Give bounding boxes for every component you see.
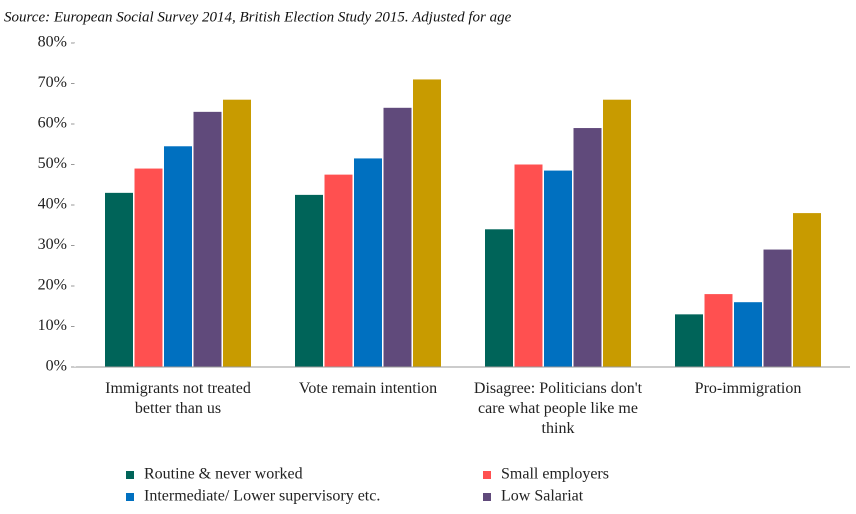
legend-label: Routine & never worked [144, 466, 303, 483]
x-tick-label: Vote remain intention [298, 380, 438, 397]
x-tick-label: Disagree: Politicians don't care what pe… [473, 380, 643, 437]
bar [193, 111, 222, 367]
chart-subtitle: Source: European Social Survey 2014, Bri… [4, 9, 512, 25]
y-tick-label: 70% [38, 74, 67, 91]
y-tick-label: 40% [38, 196, 67, 213]
bar [603, 99, 631, 367]
bar [793, 213, 821, 367]
legend-label: Low Salariat [501, 488, 584, 505]
x-tick-label: Immigrants not treated better than us [105, 380, 251, 417]
bar [544, 170, 572, 367]
bar [763, 249, 792, 367]
y-tick-label: 60% [38, 115, 67, 132]
y-tick-label: 20% [38, 277, 67, 294]
bar [413, 79, 441, 367]
x-tick-label: Pro-immigration [694, 380, 802, 397]
bar [324, 174, 353, 367]
bar [573, 128, 602, 367]
bar [383, 107, 412, 368]
legend-swatch [483, 493, 491, 501]
y-tick-label: 80% [38, 34, 67, 51]
bar [485, 229, 513, 367]
bar [105, 192, 133, 367]
bar [675, 314, 703, 367]
bar [164, 146, 192, 367]
y-tick-label: 0% [46, 358, 67, 375]
bar [223, 99, 251, 367]
bar [295, 194, 323, 367]
bar [354, 158, 382, 367]
bar [514, 164, 543, 367]
legend-swatch [483, 471, 491, 479]
legend-swatch [126, 493, 134, 501]
bar [134, 168, 163, 367]
legend-label: Intermediate/ Lower supervisory etc. [144, 488, 380, 505]
bar [704, 294, 733, 367]
legend-swatch [126, 471, 134, 479]
y-tick-label: 30% [38, 236, 67, 253]
bar [734, 302, 762, 367]
legend-label: Small employers [501, 466, 609, 483]
y-tick-label: 10% [38, 317, 67, 334]
y-tick-label: 50% [38, 155, 67, 172]
